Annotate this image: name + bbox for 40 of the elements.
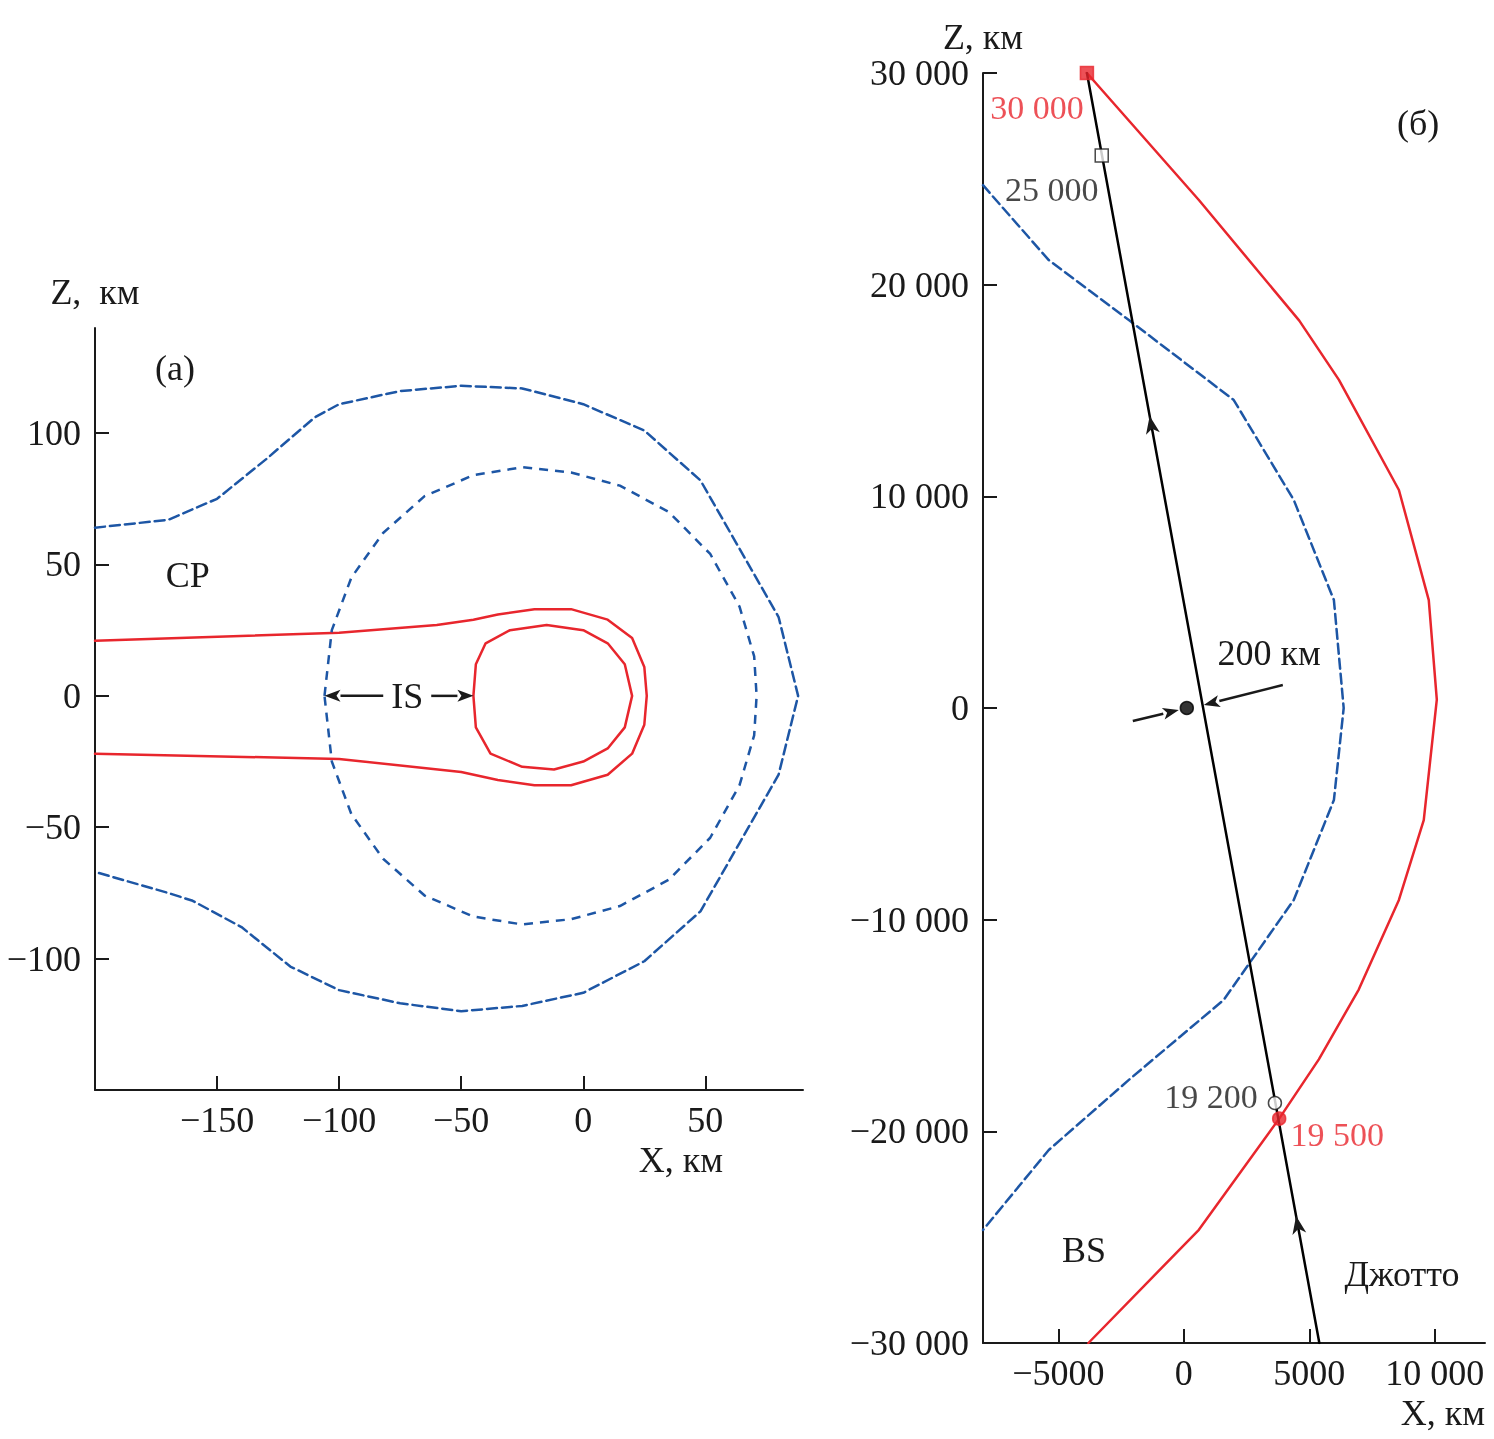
x-tick-label: −100 <box>301 1100 377 1140</box>
y-tick-label: −20 000 <box>849 1111 969 1152</box>
y-tick-label: 20 000 <box>870 264 969 305</box>
annotation: 200 км <box>1217 633 1321 674</box>
x-tick-label: −50 <box>433 1100 490 1140</box>
annotation: СР <box>165 554 210 595</box>
point <box>1079 65 1095 81</box>
y-tick-label: 10 000 <box>870 476 969 517</box>
y-tick-label: 50 <box>45 544 81 585</box>
y-tick-label: 100 <box>27 413 81 454</box>
annotation: Джотто <box>1344 1254 1460 1295</box>
point <box>1271 1111 1287 1126</box>
text: (б) <box>1397 103 1440 143</box>
y-tick-label: −50 <box>24 807 81 848</box>
y-axis-title: Z, км <box>50 272 140 312</box>
x-tick-label: 5000 <box>1273 1353 1346 1393</box>
series-label: 19 200 <box>1164 1078 1258 1116</box>
x-axis-title: X, км <box>1400 1393 1485 1433</box>
series-label: 25 000 <box>1004 171 1099 209</box>
y-tick-label: −100 <box>6 938 81 979</box>
series-label: 19 500 <box>1290 1116 1384 1154</box>
point <box>1094 148 1109 163</box>
x-tick-label: 0 <box>574 1100 593 1140</box>
x-tick-label: 50 <box>687 1100 724 1140</box>
x-tick-label: 10 000 <box>1385 1353 1485 1393</box>
x-tick-label: 0 <box>1174 1353 1193 1393</box>
x-tick-label: −150 <box>179 1100 255 1140</box>
point <box>1267 1095 1283 1111</box>
annotation: BS <box>1061 1230 1106 1271</box>
y-tick-label: −10 000 <box>849 899 969 940</box>
point <box>1179 700 1195 716</box>
y-tick-label: −30 000 <box>849 1323 969 1363</box>
y-tick-label: 0 <box>951 688 969 728</box>
text: (а) <box>155 348 195 388</box>
line-series <box>93 607 648 787</box>
x-axis-title: X, км <box>638 1140 723 1180</box>
x-tick-label: −5000 <box>1012 1353 1105 1393</box>
series-label: 30 000 <box>990 88 1084 126</box>
annotation: IS <box>391 676 424 717</box>
y-tick-label: 0 <box>63 675 81 716</box>
